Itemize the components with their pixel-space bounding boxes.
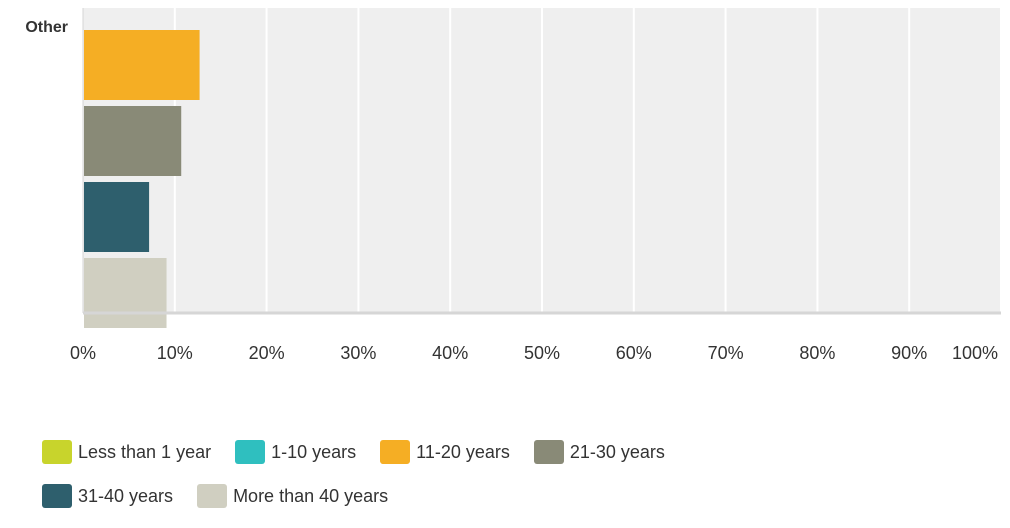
legend-label: 21-30 years <box>569 441 665 462</box>
legend-item-less-than-1-year: Less than 1 year <box>42 440 211 464</box>
legend-swatch <box>235 440 266 464</box>
x-tick-label: 100% <box>952 343 998 363</box>
bar-more-than-40-years <box>84 258 167 328</box>
x-tick-label: 0% <box>70 343 96 363</box>
legend-label: 1-10 years <box>271 441 357 462</box>
legend-item-21-30-years: 21-30 years <box>533 440 665 464</box>
legend-row: Less than 1 year 1-10 years 11-20 years … <box>42 440 842 464</box>
legend-swatch <box>197 484 228 508</box>
legend-label: 11-20 years <box>416 441 510 462</box>
gridlines <box>173 8 1002 313</box>
bars <box>84 30 200 328</box>
x-tick-label: 90% <box>891 343 927 363</box>
bar-21-30-years <box>84 106 182 176</box>
legend: Less than 1 year 1-10 years 11-20 years … <box>42 440 842 528</box>
legend-item-11-20-years: 11-20 years <box>380 440 510 464</box>
legend-label: 31-40 years <box>78 485 174 506</box>
legend-item-1-10-years: 1-10 years <box>235 440 356 464</box>
x-tick-label: 70% <box>708 343 744 363</box>
legend-swatch <box>380 440 411 464</box>
x-tick-label: 50% <box>524 343 560 363</box>
legend-swatch <box>42 484 72 508</box>
legend-item-31-40-years: 31-40 years <box>42 484 173 508</box>
legend-label: More than 40 years <box>233 485 389 506</box>
category-label: Other <box>25 19 68 36</box>
bar-31-40-years <box>84 182 150 252</box>
legend-swatch <box>533 440 564 464</box>
x-axis-ticks: 0% 10% 20% 30% 40% 50% 60% 70% 80% 90% 100% <box>70 343 998 363</box>
bar-11-20-years <box>84 30 200 100</box>
legend-label: Less than 1 year <box>78 441 212 462</box>
legend-swatch <box>42 440 72 464</box>
x-tick-label: 80% <box>799 343 835 363</box>
x-tick-label: 60% <box>616 343 652 363</box>
legend-item-more-than-40-years: More than 40 years <box>197 484 388 508</box>
x-tick-label: 40% <box>432 343 468 363</box>
x-tick-label: 30% <box>340 343 376 363</box>
bar-chart: 0% 10% 20% 30% 40% 50% 60% 70% 80% 90% 100% Other <box>25 8 1002 363</box>
x-tick-label: 20% <box>249 343 285 363</box>
legend-row: 31-40 years More than 40 years <box>42 484 842 508</box>
x-tick-label: 10% <box>157 343 193 363</box>
